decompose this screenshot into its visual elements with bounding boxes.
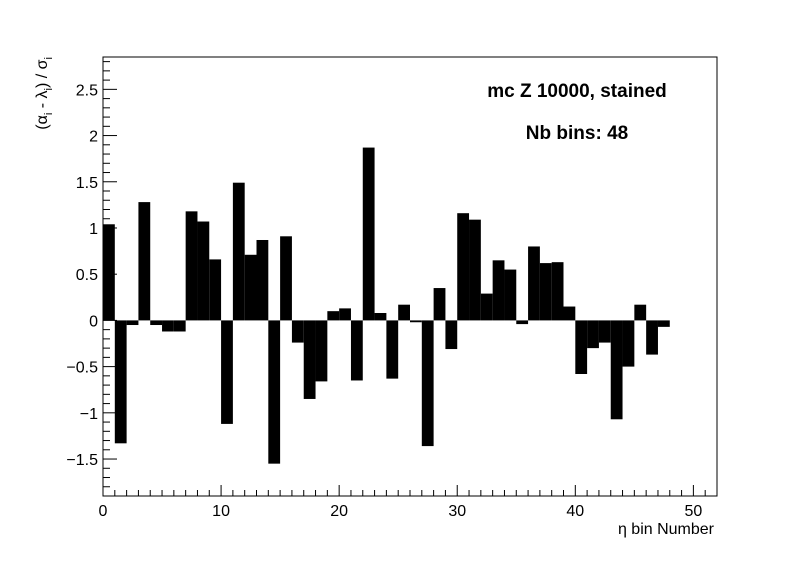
bar-bin-45 — [634, 304, 647, 321]
bar-bin-42 — [598, 320, 611, 343]
bar-bin-3 — [138, 202, 151, 321]
bar-bin-26 — [410, 320, 422, 323]
bar-bin-19 — [327, 311, 340, 321]
y-tick-label: 0 — [89, 313, 98, 330]
bar-bin-0 — [103, 224, 115, 321]
bar-bin-35 — [516, 320, 529, 325]
bar-bin-6 — [173, 320, 186, 332]
bar-bin-8 — [197, 221, 210, 321]
x-tick-label: 10 — [212, 503, 230, 520]
bar-bin-29 — [445, 320, 458, 350]
x-axis-ticks: 0 10 20 30 40 50 — [99, 485, 718, 520]
y-label-open: (α — [34, 115, 51, 130]
bar-bin-34 — [504, 269, 517, 321]
x-tick-label: 40 — [566, 503, 584, 520]
y-tick-label: 2.5 — [76, 82, 98, 99]
bar-bin-15 — [280, 236, 292, 321]
bar-bin-46 — [646, 320, 658, 355]
y-tick-label: 1.5 — [76, 175, 98, 192]
x-axis-label: η bin Number — [618, 521, 715, 538]
bar-bin-33 — [492, 260, 505, 321]
bar-bin-16 — [291, 320, 304, 343]
bar-bin-28 — [433, 288, 446, 321]
y-tick-label: 1 — [89, 221, 98, 238]
annotation-bins: Nb bins: 48 — [526, 123, 628, 144]
bar-bin-37 — [539, 263, 552, 321]
bar-bin-11 — [232, 182, 245, 321]
y-label-sub-2: i — [43, 88, 55, 90]
bar-bin-4 — [150, 320, 163, 326]
bar-bin-21 — [350, 320, 363, 381]
y-axis-label: (αi - λi) / σi — [34, 57, 55, 130]
y-tick-label: −0.5 — [66, 360, 98, 377]
bar-bin-7 — [185, 211, 198, 321]
x-tick-label: 20 — [330, 503, 348, 520]
bar-bin-47 — [657, 320, 670, 327]
annotation-title: mc Z 10000, stained — [487, 81, 667, 102]
bar-bin-1 — [114, 320, 127, 444]
bar-bin-10 — [221, 320, 233, 424]
y-label-close: ) / σ — [34, 59, 51, 88]
y-label-sub-1: i — [43, 113, 55, 115]
bar-bin-23 — [374, 313, 387, 321]
y-axis-ticks: −1.5 −1 −0.5 0 0.5 1 1.5 2 2.5 — [66, 61, 117, 497]
bar-bin-44 — [622, 320, 635, 367]
bar-bin-38 — [551, 262, 564, 321]
bar-bin-12 — [244, 254, 257, 321]
y-tick-label: −1 — [80, 406, 98, 423]
bar-bin-5 — [162, 320, 174, 332]
bars-group — [103, 147, 670, 464]
bar-bin-2 — [126, 320, 139, 326]
x-tick-label: 50 — [684, 503, 702, 520]
bar-bin-22 — [362, 147, 375, 321]
bar-bin-24 — [386, 320, 399, 379]
bar-bin-36 — [528, 246, 540, 321]
bar-bin-30 — [457, 213, 470, 321]
bar-bin-40 — [575, 320, 588, 375]
y-tick-label: 2 — [89, 129, 98, 146]
bar-bin-39 — [563, 306, 576, 321]
bar-bin-14 — [268, 320, 281, 464]
x-tick-label: 0 — [99, 503, 108, 520]
y-tick-label: −1.5 — [66, 452, 98, 469]
bar-bin-41 — [587, 320, 599, 349]
bar-bin-13 — [256, 239, 269, 321]
bar-bin-31 — [469, 219, 481, 321]
y-label-sub-3: i — [43, 57, 55, 59]
y-label-mid: - λ — [34, 90, 51, 112]
x-tick-label: 30 — [448, 503, 466, 520]
y-tick-label: 0.5 — [76, 267, 98, 284]
bar-bin-9 — [209, 259, 222, 321]
bar-bin-32 — [480, 293, 493, 321]
bar-bin-25 — [398, 304, 410, 321]
bar-bin-18 — [315, 320, 328, 382]
bar-bin-20 — [339, 308, 351, 321]
bar-bin-17 — [303, 320, 316, 399]
bar-bin-27 — [421, 320, 434, 447]
bar-bin-43 — [610, 320, 623, 420]
